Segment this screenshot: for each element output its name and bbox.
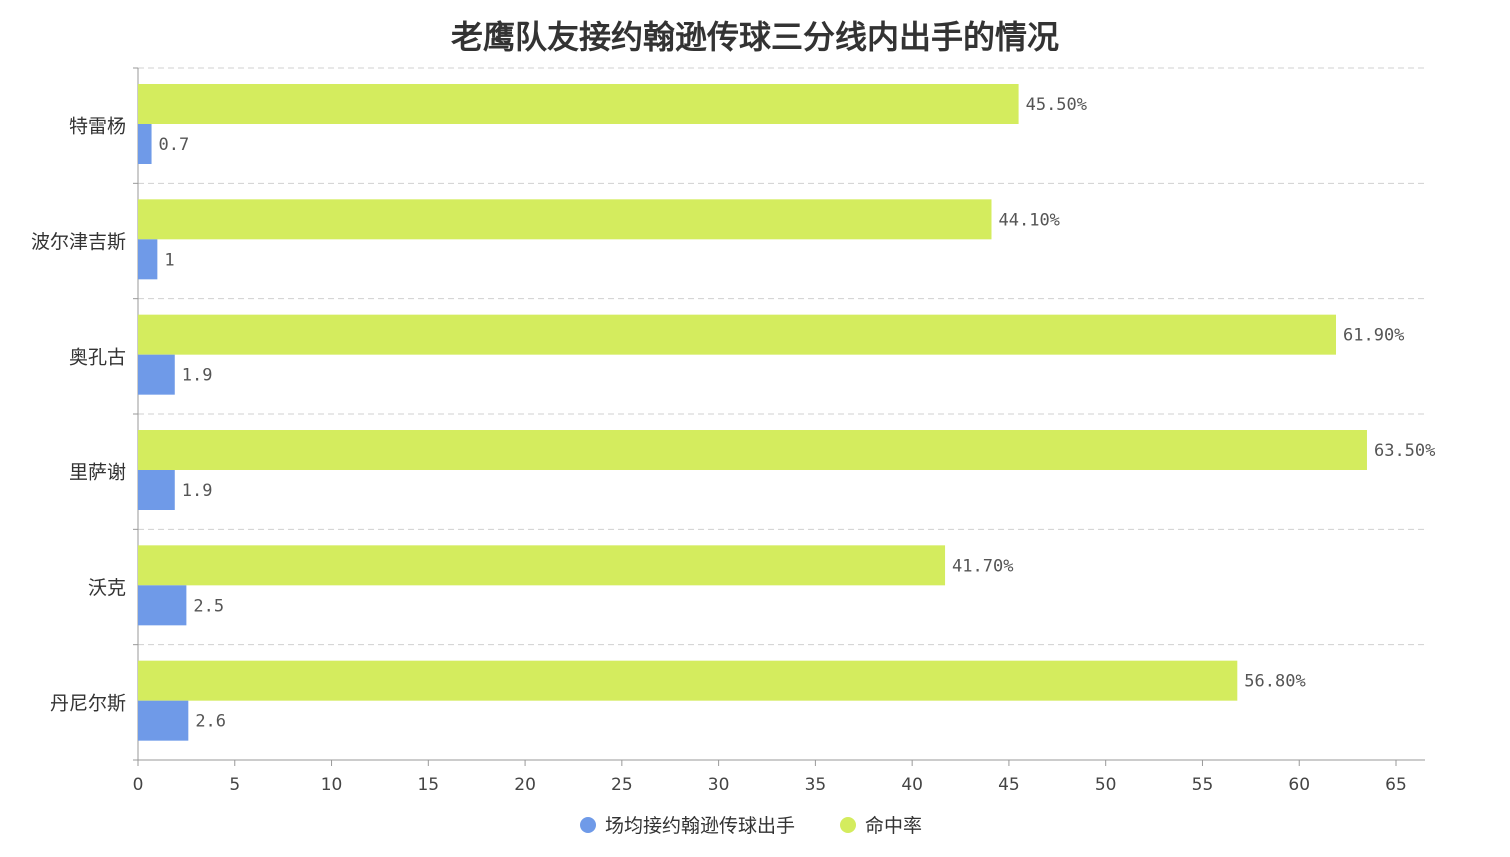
x-tick-label: 30 (708, 775, 730, 795)
category-label: 里萨谢 (69, 462, 126, 484)
data-labels: 45.50% 0.7 44.10% 1 61.90% 1.9 63.50% 1.9 41.70%… (159, 95, 1436, 732)
data-label: 2.6 (195, 712, 226, 732)
bar-shooting-pct (138, 660, 1238, 701)
legend-marker (580, 817, 596, 833)
x-tick-label: 60 (1288, 775, 1310, 795)
category-label: 波尔津吉斯 (31, 231, 126, 253)
category-label: 特雷杨 (69, 116, 126, 138)
x-tick-label: 40 (901, 775, 923, 795)
x-tick-label: 45 (998, 775, 1020, 795)
bar-shooting-pct (138, 199, 992, 240)
data-label: 1.9 (182, 366, 213, 386)
x-tick-label: 50 (1095, 775, 1117, 795)
legend-entry: 命中率 (865, 815, 922, 837)
category-label: 丹尼尔斯 (50, 692, 126, 714)
x-tick-label: 20 (514, 775, 536, 795)
bar-shooting-pct (138, 430, 1367, 470)
data-label: 61.90% (1343, 326, 1404, 346)
x-tick-label: 15 (417, 775, 439, 795)
bar-attempts (138, 585, 187, 626)
x-tick-label: 65 (1385, 775, 1407, 795)
x-tick-label: 0 (133, 775, 144, 795)
legend: 场均接约翰逊传球出手 命中率 (580, 815, 922, 837)
bar-shooting-pct (138, 84, 1019, 124)
bar-attempts (138, 239, 158, 280)
data-label: 1.9 (182, 481, 213, 501)
x-tick-label: 25 (611, 775, 633, 795)
data-label: 45.50% (1026, 95, 1087, 115)
x-tick-label: 55 (1192, 775, 1214, 795)
data-label: 44.10% (999, 210, 1060, 230)
grid-lines (138, 67, 1425, 646)
category-label: 沃克 (88, 577, 126, 599)
chart-title: 老鹰队友接约翰逊传球三分线内出手的情况 (451, 18, 1059, 56)
x-tick-label: 5 (229, 775, 240, 795)
bar-shooting-pct (138, 545, 946, 586)
bar-attempts (138, 124, 152, 164)
legend-entry: 场均接约翰逊传球出手 (605, 815, 795, 837)
data-label: 63.50% (1374, 441, 1435, 461)
bar-attempts (138, 470, 175, 510)
data-label: 56.80% (1244, 672, 1305, 692)
x-tick-label: 10 (321, 775, 343, 795)
data-label: 0.7 (159, 135, 190, 155)
data-label: 2.5 (193, 596, 224, 616)
category-label: 奥孔古 (69, 346, 126, 368)
bar-attempts (138, 354, 175, 395)
bar-shooting-pct (138, 314, 1337, 355)
bar-attempts (138, 700, 189, 741)
bars (138, 84, 1367, 741)
data-label: 1 (164, 250, 174, 270)
x-tick-label: 35 (805, 775, 827, 795)
data-label: 41.70% (952, 556, 1013, 576)
legend-marker (840, 817, 856, 833)
axes: 0 5 10 15 20 25 30 35 40 45 50 55 60 65 特雷杨波尔津吉斯奥孔古里萨谢… (31, 67, 1425, 795)
